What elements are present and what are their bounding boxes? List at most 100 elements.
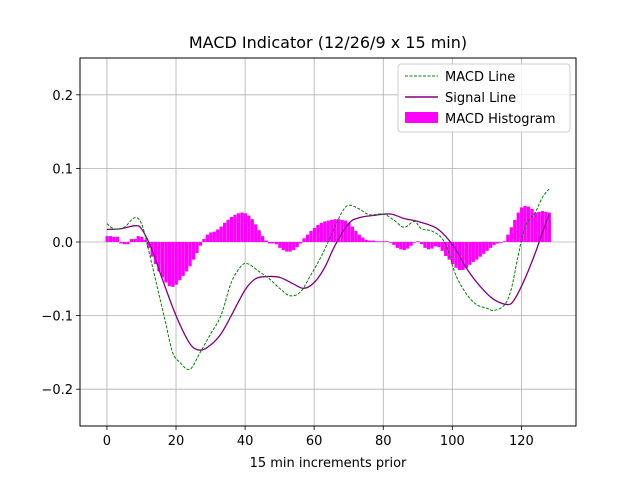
histogram-bar [416, 241, 420, 242]
histogram-bar [499, 242, 503, 243]
x-tick-label: 0 [103, 434, 111, 449]
histogram-bar [381, 241, 386, 242]
histogram-bar [364, 239, 368, 242]
y-tick-label: −0.2 [41, 383, 73, 398]
histogram-bar [191, 242, 196, 260]
histogram-bar [140, 236, 144, 242]
histogram-bar [502, 241, 507, 242]
histogram-bar [126, 242, 130, 245]
histogram-bar [109, 236, 113, 242]
legend-signal-label: Signal Line [445, 91, 516, 106]
histogram-bar [368, 240, 372, 242]
histogram-bar [229, 216, 234, 242]
histogram-bar [347, 222, 351, 242]
histogram-bar [544, 211, 548, 242]
legend-histogram-label: MACD Histogram [445, 112, 556, 127]
histogram-bar [406, 242, 410, 249]
histogram-bar [392, 242, 396, 245]
histogram-bar [202, 239, 206, 242]
histogram-bar [260, 236, 265, 242]
histogram-bar [433, 242, 437, 247]
histogram-bar [323, 221, 327, 242]
histogram-bar [295, 242, 299, 248]
histogram-bar [226, 219, 230, 242]
histogram-bar [374, 241, 379, 242]
histogram-bar [185, 242, 189, 272]
histogram-bar [129, 239, 134, 242]
histogram-bar [147, 242, 151, 248]
histogram-bar [506, 234, 510, 242]
histogram-bar [254, 224, 258, 242]
histogram-bar [419, 242, 424, 245]
histogram-bar [298, 242, 303, 244]
histogram-bar [526, 206, 531, 242]
histogram-bar [119, 242, 123, 244]
histogram-bar [188, 242, 192, 267]
chart-title: MACD Indicator (12/26/9 x 15 min) [189, 33, 467, 52]
histogram-bar [371, 240, 375, 242]
x-axis-ticks: 0 20 40 60 80 100 120 [103, 426, 534, 449]
histogram-bar [312, 228, 317, 242]
x-tick-label: 40 [237, 434, 254, 449]
histogram-bar [444, 242, 448, 256]
histogram-bar [115, 236, 120, 242]
histogram-bar [461, 242, 465, 270]
histogram-bar [133, 239, 137, 242]
histogram-bar [222, 222, 227, 242]
histogram-bar [478, 242, 482, 257]
x-tick-label: 80 [375, 434, 392, 449]
histogram-bar [336, 219, 341, 242]
histogram-bar [267, 242, 272, 244]
histogram-bar [540, 211, 545, 242]
histogram-bar [143, 239, 147, 242]
histogram-bar [426, 242, 431, 250]
histogram-bar [530, 208, 534, 242]
histogram-bar [330, 219, 334, 242]
histogram-bar [274, 242, 279, 245]
legend-box [397, 63, 571, 133]
histogram-bar [409, 242, 413, 246]
y-axis-ticks: −0.2 −0.1 0.0 0.1 0.2 [41, 89, 80, 398]
histogram-bar [475, 242, 479, 260]
histogram-bar [533, 212, 538, 242]
y-tick-label: 0.2 [52, 89, 73, 104]
histogram-bar [302, 238, 306, 242]
histogram-bar [195, 242, 199, 254]
series-lines [106, 188, 550, 371]
histogram-bar [482, 242, 486, 254]
histogram-bar [402, 242, 406, 251]
histogram-bar [385, 241, 389, 242]
histogram-bar [437, 242, 441, 248]
macd-line [106, 188, 550, 371]
histogram-bar [212, 231, 216, 242]
legend-macd-label: MACD Line [445, 70, 515, 85]
histogram-bar [492, 242, 496, 245]
x-tick-label: 20 [168, 434, 185, 449]
histogram-bar [209, 232, 213, 242]
histogram-bar [288, 242, 292, 252]
y-tick-label: 0.1 [52, 162, 73, 177]
histogram-bar [164, 242, 168, 283]
histogram-bar [547, 212, 551, 242]
histogram-bar [319, 222, 323, 242]
histogram-bar [309, 230, 313, 242]
legend: MACD Line Signal Line MACD Histogram [397, 63, 571, 133]
histogram-bar [281, 242, 285, 251]
x-tick-label: 60 [306, 434, 323, 449]
histogram-bar [178, 242, 182, 281]
histogram-bar [243, 213, 247, 242]
y-tick-label: −0.1 [41, 310, 73, 325]
legend-histogram-swatch [405, 112, 438, 123]
histogram-bar [326, 220, 330, 242]
histogram-bar [399, 242, 403, 250]
histogram-bar [485, 242, 489, 251]
histogram-bar [157, 242, 161, 272]
histogram-bar [350, 226, 355, 242]
histogram-bar [181, 242, 185, 276]
histogram-bar [412, 242, 417, 243]
histogram-bar [122, 242, 127, 245]
histogram-bar [205, 234, 209, 242]
histogram-bar [523, 205, 527, 242]
histogram-bar [471, 242, 475, 262]
